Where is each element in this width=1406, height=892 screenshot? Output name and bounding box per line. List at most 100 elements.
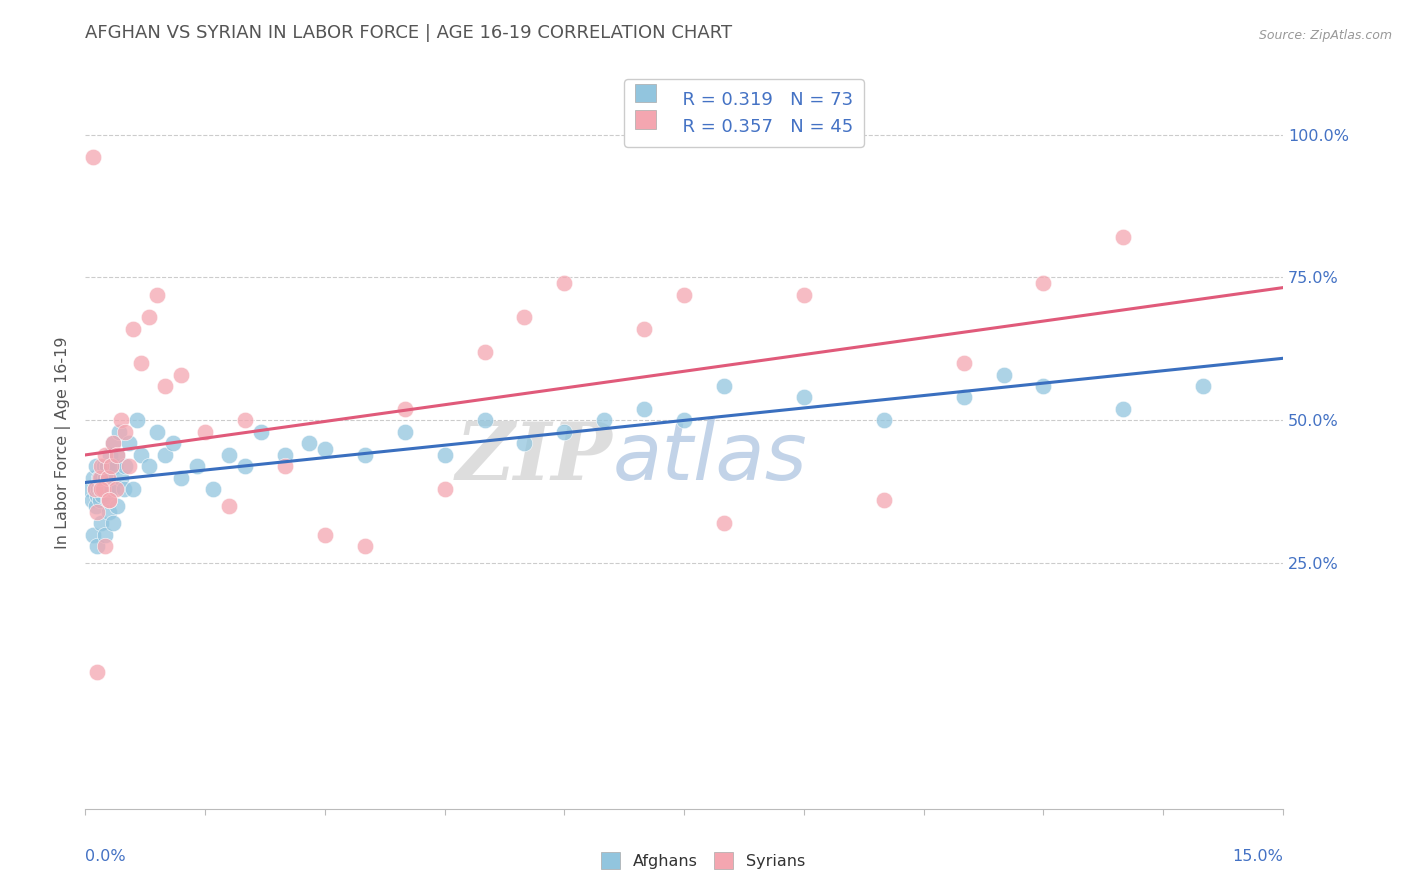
Point [98, 493, 121, 508]
Point [86, 488, 108, 502]
Point [97, 493, 120, 508]
Point [98, 493, 121, 508]
Point [94, 539, 117, 553]
Point [91, 482, 114, 496]
Point [83, 482, 105, 496]
Point [105, 448, 128, 462]
Point [993, 368, 1015, 382]
Point [274, 448, 297, 462]
Point [82, 151, 104, 165]
Point [170, 470, 193, 484]
Point [112, 482, 135, 496]
Point [162, 436, 184, 450]
Point [89, 482, 111, 496]
Point [100, 459, 122, 474]
Point [79, 482, 101, 496]
Point [110, 413, 132, 427]
Point [100, 482, 122, 496]
Point [1112, 401, 1135, 416]
Point [138, 310, 160, 325]
Point [86, 539, 108, 553]
Point [138, 459, 160, 474]
Point [100, 459, 122, 474]
Point [274, 459, 297, 474]
Point [153, 448, 176, 462]
Point [952, 391, 974, 405]
Point [105, 499, 128, 513]
Point [433, 448, 456, 462]
Point [873, 413, 896, 427]
Point [218, 499, 240, 513]
Point [86, 505, 108, 519]
Point [129, 356, 152, 370]
Point [394, 425, 416, 439]
Point [94, 470, 117, 484]
Point [353, 448, 375, 462]
Point [593, 413, 616, 427]
Point [793, 391, 815, 405]
Point [104, 482, 127, 496]
Point [87, 482, 110, 496]
Point [118, 436, 141, 450]
Point [433, 482, 456, 496]
Point [713, 379, 735, 393]
Point [314, 527, 336, 541]
Point [114, 459, 136, 474]
Point [103, 436, 125, 450]
Point [513, 436, 536, 450]
Point [90, 482, 112, 496]
Point [1032, 379, 1054, 393]
Point [129, 448, 152, 462]
Point [90, 470, 112, 484]
Point [93, 482, 115, 496]
Point [118, 459, 141, 474]
Y-axis label: In Labor Force | Age 16-19: In Labor Force | Age 16-19 [55, 337, 72, 549]
Point [90, 459, 112, 474]
Point [94, 482, 117, 496]
Point [553, 276, 575, 290]
Legend: Afghans, Syrians: Afghans, Syrians [595, 846, 811, 875]
Point [127, 413, 149, 427]
Point [103, 516, 125, 531]
Point [89, 493, 111, 508]
Point [633, 401, 655, 416]
Point [633, 322, 655, 336]
Text: atlas: atlas [612, 419, 807, 497]
Point [98, 482, 121, 496]
Point [250, 425, 273, 439]
Point [1192, 379, 1215, 393]
Point [80, 493, 103, 508]
Point [513, 310, 536, 325]
Point [673, 287, 696, 301]
Point [110, 470, 132, 484]
Point [122, 322, 145, 336]
Point [90, 516, 112, 531]
Point [82, 527, 104, 541]
Point [87, 470, 110, 484]
Point [233, 413, 256, 427]
Point [153, 379, 176, 393]
Point [1032, 276, 1054, 290]
Point [91, 488, 114, 502]
Point [146, 287, 169, 301]
Point [105, 448, 128, 462]
Point [298, 436, 321, 450]
Point [553, 425, 575, 439]
Point [233, 459, 256, 474]
Point [83, 482, 105, 496]
Point [103, 436, 125, 450]
Point [104, 459, 127, 474]
Point [97, 470, 120, 484]
Point [108, 425, 131, 439]
Point [194, 425, 217, 439]
Text: 0.0%: 0.0% [86, 849, 127, 864]
Point [84, 499, 107, 513]
Point [96, 459, 118, 474]
Point [1112, 230, 1135, 244]
Point [94, 527, 117, 541]
Point [86, 459, 108, 474]
Point [122, 482, 145, 496]
Point [98, 448, 121, 462]
Text: AFGHAN VS SYRIAN IN LABOR FORCE | AGE 16-19 CORRELATION CHART: AFGHAN VS SYRIAN IN LABOR FORCE | AGE 16… [86, 24, 733, 42]
Point [713, 516, 735, 531]
